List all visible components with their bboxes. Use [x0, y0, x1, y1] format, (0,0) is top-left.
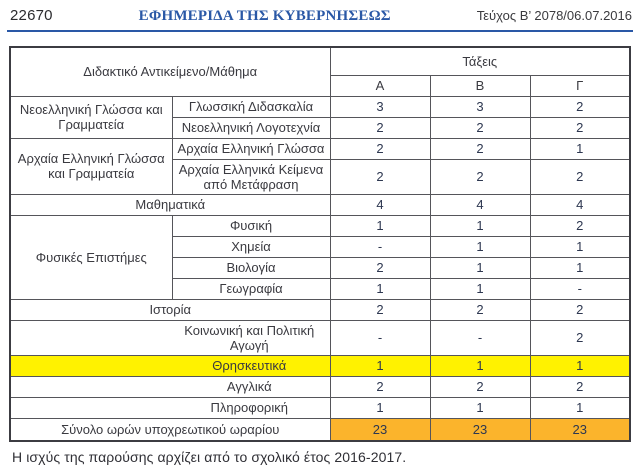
table-row: Μαθηματικά 4 4 4: [9, 193, 631, 216]
hours-cell: 1: [529, 235, 631, 258]
hours-cell: 1: [529, 137, 631, 160]
group-cell: Αρχαία Ελληνική Γλώσσα και Γραμματεία: [9, 137, 173, 195]
hours-cell: 2: [329, 137, 431, 160]
hours-cell: 4: [329, 193, 431, 216]
hours-cell: 1: [429, 354, 531, 377]
subject-cell: Γεωγραφία: [171, 277, 331, 300]
table-row: Χημεία - 1 1: [10, 235, 631, 258]
subject-cell: Βιολογία: [171, 256, 331, 279]
hours-cell: 1: [329, 396, 431, 419]
effective-date-note: Η ισχύς της παρούσης αρχίζει από το σχολ…: [12, 449, 407, 465]
subject-cell: Φυσική: [171, 214, 331, 237]
hours-cell: 2: [429, 375, 531, 398]
table-row: Αρχαία Ελληνικά Κείμενα από Μετάφραση 2 …: [10, 158, 631, 195]
hours-cell: 1: [529, 354, 631, 377]
column-header-grade-c: Γ: [529, 74, 631, 97]
subject-cell: Νεοελληνική Λογοτεχνία: [171, 116, 331, 139]
page-header: 22670 ΕΦΗΜΕΡΙΔΑ ΤΗΣ ΚΥΒΕΡΝΗΣΕΩΣ Τεύχος Β…: [0, 0, 640, 30]
hours-cell: 2: [529, 158, 631, 195]
hours-cell: 1: [529, 396, 631, 419]
column-header-grade-b: Β: [429, 74, 531, 97]
column-header-subject: Διδακτικό Αντικείμενο/Μάθημα: [9, 46, 331, 97]
table-row: Βιολογία 2 1 1: [10, 256, 631, 279]
hours-cell: 2: [529, 95, 631, 118]
table-row: Νεοελληνική Λογοτεχνία 2 2 2: [10, 116, 631, 139]
hours-cell: 1: [429, 235, 531, 258]
hours-cell: 2: [529, 319, 631, 356]
column-header-grade-a: Α: [329, 74, 431, 97]
hours-cell: 1: [429, 256, 531, 279]
subject-cell: Αγγλικά: [9, 375, 331, 398]
table-row: Πληροφορική 1 1 1: [9, 396, 631, 419]
subject-cell: Θρησκευτικά: [9, 354, 331, 377]
total-hours-cell: 23: [429, 417, 531, 442]
hours-cell: 2: [429, 298, 531, 321]
curriculum-hours-table: Διδακτικό Αντικείμενο/Μάθημα Τάξεις Α Β …: [9, 46, 632, 442]
subject-cell: Χημεία: [171, 235, 331, 258]
hours-cell: 2: [529, 298, 631, 321]
hours-cell: 2: [529, 375, 631, 398]
hours-cell: 2: [529, 214, 631, 237]
hours-cell: 2: [429, 116, 531, 139]
table-row: Ιστορία 2 2 2: [9, 298, 631, 321]
table-row: Αγγλικά 2 2 2: [9, 375, 631, 398]
hours-cell: 1: [529, 256, 631, 279]
hours-cell: -: [329, 319, 431, 356]
hours-cell: -: [329, 235, 431, 258]
hours-cell: 1: [329, 214, 431, 237]
hours-cell: 3: [429, 95, 531, 118]
table-row: Νεοελληνική Γλώσσα και Γραμματεία Γλωσσι…: [9, 95, 631, 139]
total-hours-cell: 23: [529, 417, 631, 442]
hours-cell: 1: [329, 354, 431, 377]
group-cell: Φυσικές Επιστήμες: [9, 214, 173, 300]
hours-cell: 2: [429, 137, 531, 160]
subject-cell: Αρχαία Ελληνική Γλώσσα: [171, 137, 331, 160]
issue-info: Τεύχος Β’ 2078/06.07.2016: [476, 8, 632, 23]
hours-cell: 1: [429, 214, 531, 237]
hours-cell: 2: [329, 256, 431, 279]
subject-cell: Ιστορία: [9, 298, 331, 321]
subject-cell: Μαθηματικά: [9, 193, 331, 216]
subject-cell: Κοινωνική και Πολιτική Αγωγή: [9, 319, 331, 356]
hours-cell: 4: [429, 193, 531, 216]
hours-cell: 1: [429, 396, 531, 419]
gazette-title: ΕΦΗΜΕΡΙΔΑ ΤΗΣ ΚΥΒΕΡΝΗΣΕΩΣ: [138, 8, 391, 24]
table-row-total: Σύνολο ωρών υποχρεωτικού ωραρίου 23 23 2…: [9, 417, 631, 442]
page-number: 22670: [10, 7, 53, 24]
table-row-highlighted: Θρησκευτικά 1 1 1: [9, 354, 631, 377]
total-label-cell: Σύνολο ωρών υποχρεωτικού ωραρίου: [9, 417, 331, 442]
header-rule: [7, 30, 633, 32]
subject-cell: Πληροφορική: [9, 396, 331, 419]
hours-cell: 2: [329, 158, 431, 195]
hours-cell: 3: [329, 95, 431, 118]
hours-cell: 2: [329, 375, 431, 398]
subject-cell: Αρχαία Ελληνικά Κείμενα από Μετάφραση: [171, 158, 331, 195]
column-header-grades: Τάξεις: [329, 46, 631, 76]
hours-cell: 1: [329, 277, 431, 300]
hours-cell: 2: [329, 116, 431, 139]
hours-cell: -: [429, 319, 531, 356]
table-row: Αρχαία Ελληνική Γλώσσα και Γραμματεία Αρ…: [9, 137, 631, 195]
hours-cell: -: [529, 277, 631, 300]
total-hours-cell: 23: [329, 417, 431, 442]
hours-cell: 2: [329, 298, 431, 321]
hours-cell: 4: [529, 193, 631, 216]
table-row: Φυσικές Επιστήμες Φυσική 1 1 2: [9, 214, 631, 300]
hours-cell: 2: [429, 158, 531, 195]
group-cell: Νεοελληνική Γλώσσα και Γραμματεία: [9, 95, 173, 139]
hours-cell: 2: [529, 116, 631, 139]
hours-cell: 1: [429, 277, 531, 300]
table-row: Κοινωνική και Πολιτική Αγωγή - - 2: [9, 319, 631, 356]
subject-cell: Γλωσσική Διδασκαλία: [171, 95, 331, 118]
